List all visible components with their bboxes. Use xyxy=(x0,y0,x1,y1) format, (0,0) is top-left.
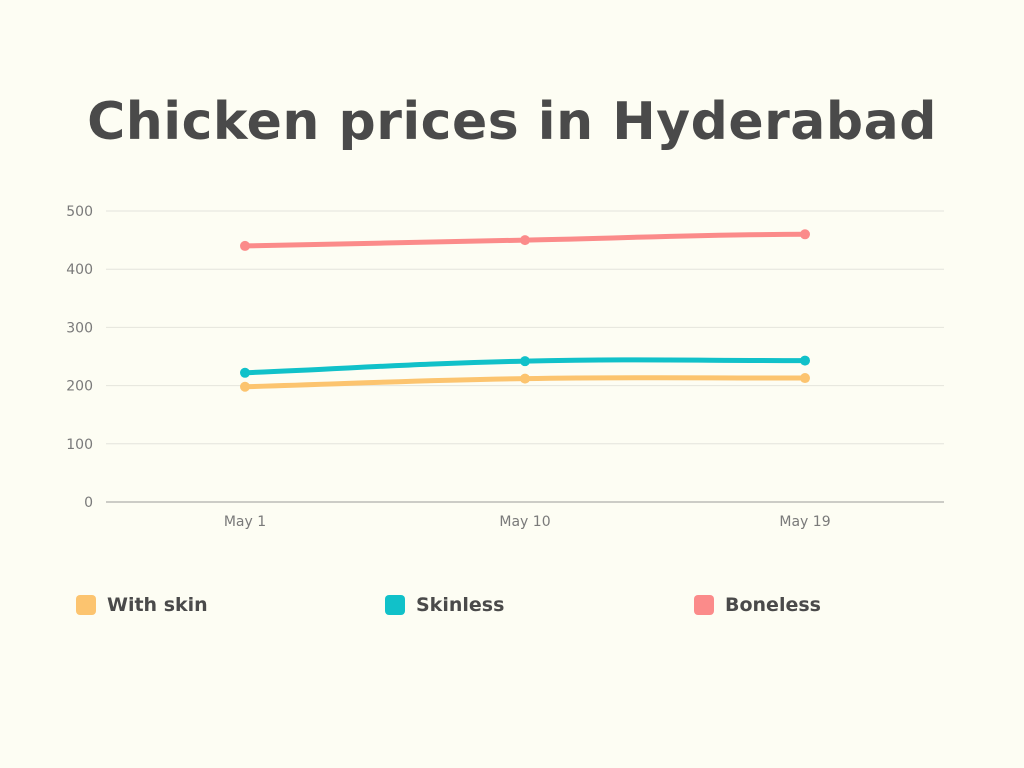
legend: With skin Skinless Boneless xyxy=(0,592,1024,620)
chart-title: Chicken prices in Hyderabad xyxy=(87,92,937,152)
legend-item-boneless: Boneless xyxy=(694,592,821,618)
data-point-skinless xyxy=(800,355,810,366)
x-tick-label: May 10 xyxy=(499,514,550,530)
y-axis: 0 100 200 300 400 500 xyxy=(66,204,93,511)
x-tick-label: May 19 xyxy=(779,514,830,530)
legend-label-skinless: Skinless xyxy=(416,594,505,616)
x-tick-label: May 1 xyxy=(224,514,266,530)
y-tick-label: 200 xyxy=(66,379,93,395)
x-axis: May 1 May 10 May 19 xyxy=(224,514,831,530)
data-point-boneless xyxy=(800,229,810,240)
y-tick-label: 300 xyxy=(66,320,93,336)
y-tick-label: 0 xyxy=(84,495,93,511)
legend-swatch-boneless xyxy=(694,595,714,615)
legend-swatch-skinless xyxy=(385,595,405,615)
data-point-with-skin xyxy=(800,373,810,384)
legend-label-boneless: Boneless xyxy=(725,594,821,616)
y-tick-label: 400 xyxy=(66,262,93,278)
legend-item-with-skin: With skin xyxy=(76,592,208,618)
legend-swatch-with-skin xyxy=(76,595,96,615)
y-tick-label: 500 xyxy=(66,204,93,220)
series-lines xyxy=(240,229,810,392)
data-point-with-skin xyxy=(240,381,250,392)
data-point-boneless xyxy=(520,235,530,246)
data-point-skinless xyxy=(520,356,530,367)
data-point-skinless xyxy=(240,367,250,378)
y-tick-label: 100 xyxy=(66,437,93,453)
legend-item-skinless: Skinless xyxy=(385,592,504,618)
legend-label-with-skin: With skin xyxy=(107,594,208,616)
data-point-with-skin xyxy=(520,373,530,384)
data-point-boneless xyxy=(240,240,250,251)
